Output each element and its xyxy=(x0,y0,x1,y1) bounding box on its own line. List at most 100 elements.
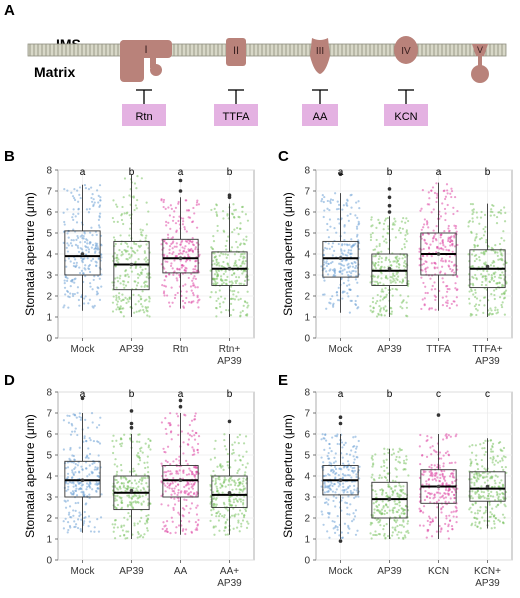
x-tick-label: AP39 xyxy=(475,578,500,589)
data-point xyxy=(147,444,151,447)
data-point xyxy=(129,486,132,489)
data-point xyxy=(87,302,90,305)
data-point xyxy=(116,300,119,303)
data-point xyxy=(191,446,194,449)
data-point xyxy=(131,487,134,490)
data-point xyxy=(197,518,200,522)
data-point xyxy=(166,460,169,464)
data-point xyxy=(65,246,68,249)
data-point xyxy=(387,485,390,488)
data-point xyxy=(139,489,142,492)
data-point xyxy=(244,314,248,317)
data-point xyxy=(77,246,80,249)
data-point xyxy=(396,503,399,506)
data-point xyxy=(503,503,506,506)
data-point xyxy=(446,290,449,293)
data-point xyxy=(344,501,347,504)
data-point xyxy=(376,299,379,303)
data-point xyxy=(226,253,230,256)
data-point xyxy=(481,275,485,278)
data-point xyxy=(404,255,407,259)
data-point xyxy=(371,300,375,304)
data-point xyxy=(443,230,446,233)
data-point xyxy=(489,214,492,217)
data-point xyxy=(484,277,487,280)
data-point xyxy=(421,233,425,236)
data-point xyxy=(369,235,373,239)
data-point xyxy=(83,240,87,244)
data-point xyxy=(374,490,377,493)
data-point xyxy=(499,448,502,451)
data-point xyxy=(374,453,377,456)
data-point xyxy=(482,269,485,272)
data-point xyxy=(335,231,338,234)
data-point xyxy=(384,238,387,241)
data-point xyxy=(486,479,489,482)
data-point xyxy=(146,314,149,317)
data-point xyxy=(118,248,121,252)
data-point xyxy=(395,475,398,478)
data-point xyxy=(474,524,477,527)
inhibitor-ttfa: TTFA xyxy=(214,104,258,126)
data-point xyxy=(92,204,95,208)
data-point xyxy=(135,482,138,485)
mean-marker xyxy=(178,256,183,260)
data-point xyxy=(439,530,442,533)
data-point xyxy=(71,430,74,433)
data-point xyxy=(193,453,196,456)
data-point xyxy=(343,243,346,246)
data-point xyxy=(236,500,239,503)
data-point xyxy=(450,270,453,273)
data-point xyxy=(169,431,173,434)
data-point xyxy=(391,531,394,534)
data-point xyxy=(231,488,234,491)
data-point xyxy=(125,530,128,533)
data-point xyxy=(334,467,338,471)
data-point xyxy=(384,276,388,279)
data-point xyxy=(494,306,497,309)
data-point xyxy=(177,483,180,486)
data-point xyxy=(324,246,327,250)
data-point xyxy=(239,458,242,462)
data-point xyxy=(231,479,234,482)
data-point xyxy=(183,485,186,489)
data-point xyxy=(454,505,457,508)
data-point xyxy=(490,278,493,281)
data-point xyxy=(71,469,74,472)
box-group-1: a xyxy=(320,389,361,543)
outlier-point xyxy=(338,172,343,176)
data-point xyxy=(187,276,190,280)
data-point xyxy=(403,246,407,249)
data-point xyxy=(329,198,333,201)
data-point xyxy=(395,521,398,524)
data-point xyxy=(431,240,435,243)
data-point xyxy=(112,530,115,533)
data-point xyxy=(145,519,148,522)
data-point xyxy=(220,514,224,518)
data-point xyxy=(179,243,182,246)
data-point xyxy=(216,214,219,218)
data-point xyxy=(432,229,435,232)
data-point xyxy=(447,236,450,239)
data-point xyxy=(166,294,169,297)
data-point xyxy=(397,450,400,453)
data-point xyxy=(471,209,474,212)
data-point xyxy=(172,506,175,510)
data-point xyxy=(236,279,239,282)
data-point xyxy=(236,246,239,249)
data-point xyxy=(114,494,117,498)
data-point xyxy=(115,286,118,289)
data-point xyxy=(483,263,487,266)
x-tick-label: AP39 xyxy=(217,578,242,589)
data-point xyxy=(336,299,340,302)
data-point xyxy=(450,511,453,514)
data-point xyxy=(242,499,245,502)
data-point xyxy=(348,513,351,516)
data-point xyxy=(454,227,457,230)
data-point xyxy=(176,268,179,271)
data-point xyxy=(393,500,396,503)
data-point xyxy=(127,300,130,303)
data-point xyxy=(424,291,427,295)
data-point xyxy=(70,244,74,247)
data-point xyxy=(127,494,131,497)
